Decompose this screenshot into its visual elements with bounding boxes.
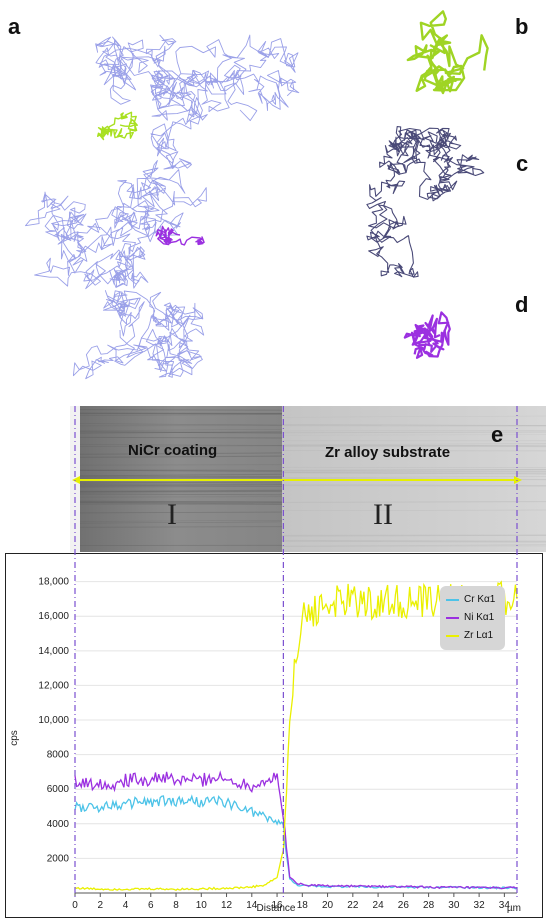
- legend-swatch-cr: [446, 598, 459, 601]
- walk-a-purple-segment: [155, 225, 205, 246]
- x-tick-label: 18: [297, 900, 309, 911]
- sem-label-zr: Zr alloy substrate: [325, 444, 451, 461]
- x-tick-label: 4: [123, 900, 129, 911]
- walk-a-green-segment: [97, 111, 138, 141]
- x-tick-label: 12: [221, 900, 233, 911]
- series-line-ni: [74, 770, 518, 890]
- x-tick-label: 14: [246, 900, 258, 911]
- x-tick-label: 10: [196, 900, 208, 911]
- walk-a-trace: [25, 34, 300, 380]
- legend-item-cr: Cr Kα1: [446, 594, 495, 605]
- y-tick-label: 16,000: [38, 611, 69, 622]
- panel-label-c: c: [516, 151, 529, 176]
- x-tick-label: 20: [322, 900, 334, 911]
- walk-d-segment: [403, 311, 451, 359]
- walk-c-trace: [366, 126, 485, 278]
- panel-label-d: d: [515, 292, 529, 317]
- random-walk-illustrations: [25, 10, 489, 380]
- walk-a-highlight-purple: [155, 225, 205, 246]
- sem-background: [70, 406, 546, 552]
- legend-label-zr: Zr Lα1: [464, 630, 494, 641]
- walk-b-segment: [406, 10, 489, 95]
- x-tick-label: 16: [271, 900, 283, 911]
- walk-b-trace: [406, 10, 489, 95]
- panel-label-a: a: [8, 14, 21, 39]
- legend-swatch-ni: [446, 616, 459, 619]
- legend-item-zr: Zr Lα1: [446, 630, 493, 641]
- panel-label-e: e: [491, 422, 504, 447]
- legend-label-cr: Cr Kα1: [464, 594, 496, 605]
- y-tick-label: 8000: [47, 750, 70, 761]
- y-tick-label: 14,000: [38, 646, 69, 657]
- sem-label-nicr: NiCr coating: [128, 442, 218, 459]
- y-tick-label: 2000: [47, 853, 70, 864]
- legend-item-ni: Ni Kα1: [446, 612, 494, 623]
- walk-a-segment: [110, 160, 186, 247]
- chart-axes: 2000 4000 6000 8000 10,000 12,000 14,000 16,000…: [38, 577, 517, 911]
- x-tick-label: 32: [474, 900, 486, 911]
- line-scan-chart: 2000 4000 6000 8000 10,000 12,000 14,000 16,000…: [9, 577, 521, 914]
- y-tick-label: 4000: [47, 819, 70, 830]
- walk-a-segment: [72, 290, 205, 380]
- series-line-cr: [74, 794, 518, 890]
- x-tick-label: 6: [148, 900, 154, 911]
- x-tick-label: 22: [347, 900, 359, 911]
- x-tick-label: 34: [499, 900, 511, 911]
- legend-swatch-zr: [446, 634, 459, 637]
- x-tick-label: 8: [173, 900, 179, 911]
- y-tick-label: 6000: [47, 784, 70, 795]
- region-label-ii: II: [373, 498, 393, 531]
- walk-d-trace: [403, 311, 451, 359]
- y-tick-label: 18,000: [38, 577, 69, 588]
- x-tick-label: 24: [373, 900, 385, 911]
- walk-a-segment: [95, 34, 299, 123]
- sem-micrograph: NiCr coating Zr alloy substrate I II e: [70, 406, 546, 552]
- x-axis-label: Distance: [257, 903, 296, 914]
- panel-label-b: b: [515, 14, 529, 39]
- region-label-i: I: [167, 498, 177, 531]
- walk-a-highlight-green: [97, 111, 138, 141]
- x-tick-label: 30: [448, 900, 460, 911]
- x-axis-unit: µm: [507, 903, 521, 914]
- chart-legend: Cr Kα1 Ni Kα1 Zr Lα1: [440, 586, 505, 650]
- walk-a-segment: [150, 69, 300, 170]
- x-tick-label: 0: [72, 900, 78, 911]
- x-tick-label: 2: [97, 900, 103, 911]
- legend-label-ni: Ni Kα1: [464, 612, 495, 623]
- walk-a-segment: [25, 180, 207, 290]
- x-tick-label: 26: [398, 900, 410, 911]
- x-tick-label: 28: [423, 900, 435, 911]
- walk-c-segment: [366, 126, 485, 278]
- y-axis-label: cps: [9, 730, 20, 746]
- y-tick-label: 10,000: [38, 715, 69, 726]
- y-tick-label: 12,000: [38, 680, 69, 691]
